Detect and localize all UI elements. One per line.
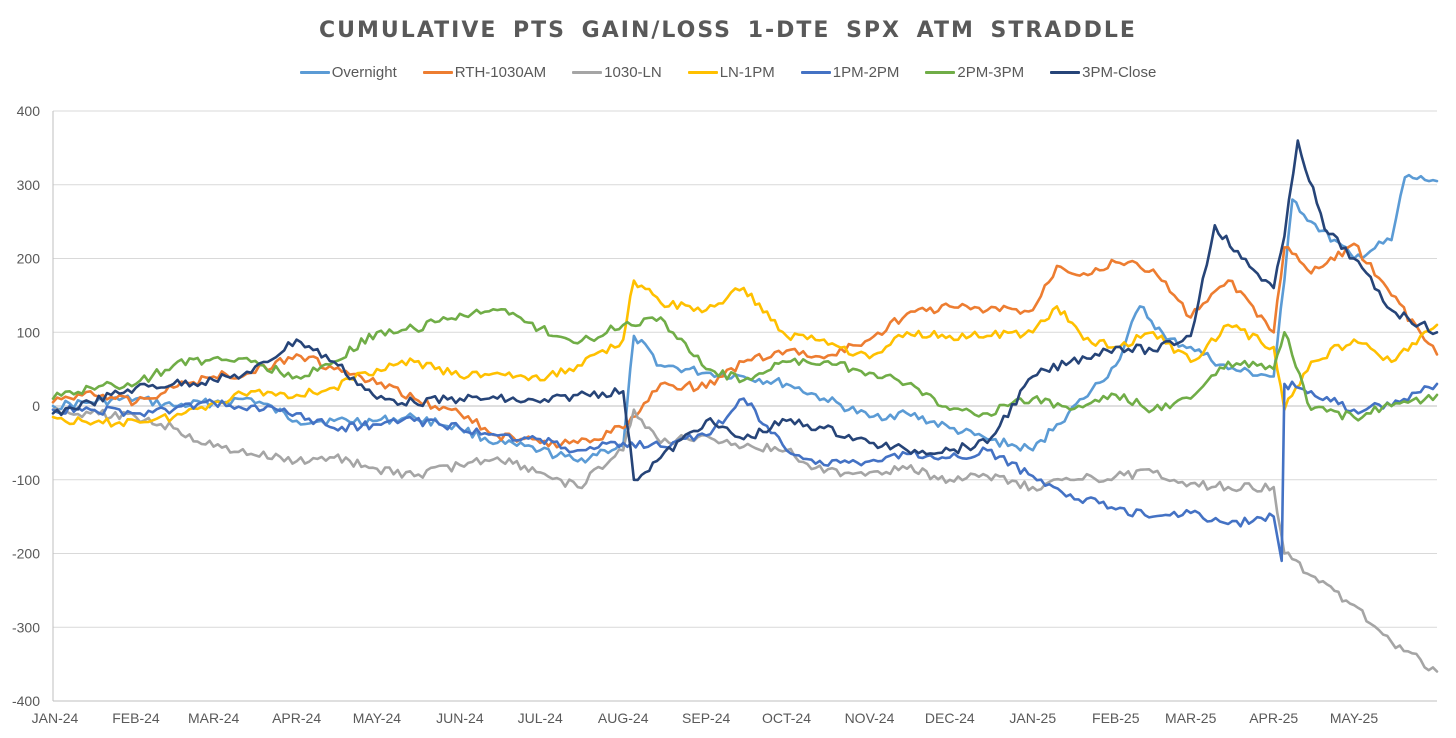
y-tick-label: 100 — [17, 324, 41, 340]
x-tick-label: JAN-25 — [1009, 710, 1056, 726]
x-tick-label: APR-25 — [1249, 710, 1298, 726]
series-line-3pm-close — [51, 139, 1439, 482]
chart-title: CUMULATIVE PTS GAIN/LOSS 1-DTE SPX ATM S… — [319, 18, 1137, 43]
legend-item: LN-1PM — [687, 64, 775, 81]
x-tick-label: JAN-24 — [32, 710, 79, 726]
y-tick-label: 400 — [17, 103, 41, 119]
legend-swatch — [422, 71, 453, 74]
legend-item: 1030-LN — [572, 64, 662, 81]
x-tick-label: APR-24 — [272, 710, 321, 726]
legend-label: 1PM-2PM — [832, 64, 900, 81]
x-tick-label: NOV-24 — [845, 710, 895, 726]
legend-label: 1030-LN — [604, 64, 662, 81]
legend-swatch — [572, 71, 603, 74]
legend-swatch — [299, 71, 330, 74]
x-tick-label: SEP-24 — [682, 710, 730, 726]
legend-swatch — [925, 71, 956, 74]
x-tick-label: JUN-24 — [436, 710, 484, 726]
legend-label: LN-1PM — [719, 64, 775, 81]
legend-label: RTH-1030AM — [454, 64, 547, 81]
legend-item: RTH-1030AM — [422, 64, 547, 81]
x-tick-label: MAR-25 — [1165, 710, 1217, 726]
legend-item: Overnight — [299, 64, 397, 81]
y-tick-label: 300 — [17, 177, 41, 193]
y-tick-label: -400 — [12, 693, 40, 709]
y-tick-label: 200 — [17, 251, 41, 267]
x-tick-label: DEC-24 — [925, 710, 975, 726]
x-tick-label: MAY-25 — [1330, 710, 1378, 726]
legend-swatch — [687, 71, 718, 74]
legend: Overnight RTH-1030AM 1030-LN LN-1PM 1PM-2PM 2… — [0, 64, 1456, 81]
legend-item: 3PM-Close — [1050, 64, 1156, 81]
x-tick-label: AUG-24 — [598, 710, 649, 726]
y-tick-label: -100 — [12, 472, 40, 488]
legend-swatch — [800, 71, 831, 74]
series-line-1pm-2pm — [51, 380, 1439, 563]
legend-label: 3PM-Close — [1082, 64, 1157, 81]
legend-label: Overnight — [331, 64, 397, 81]
x-tick-label: MAR-24 — [188, 710, 240, 726]
legend-label: 2PM-3PM — [957, 64, 1025, 81]
x-tick-label: MAY-24 — [353, 710, 401, 726]
legend-item: 2PM-3PM — [925, 64, 1024, 81]
series-line-rth-1030am — [51, 242, 1439, 449]
series-line-ln-1pm — [51, 279, 1439, 428]
x-tick-label: JUL-24 — [518, 710, 563, 726]
legend-swatch — [1050, 71, 1081, 74]
y-tick-label: 0 — [32, 398, 40, 414]
x-tick-label: FEB-24 — [112, 710, 160, 726]
series-line-1030-ln — [51, 407, 1439, 673]
x-tick-label: FEB-25 — [1092, 710, 1140, 726]
x-tick-label: OCT-24 — [762, 710, 811, 726]
y-tick-label: -300 — [12, 619, 40, 635]
y-tick-label: -200 — [12, 546, 40, 562]
series-line-2pm-3pm — [51, 308, 1439, 422]
series-line-overnight — [51, 173, 1439, 464]
legend-item: 1PM-2PM — [800, 64, 900, 81]
